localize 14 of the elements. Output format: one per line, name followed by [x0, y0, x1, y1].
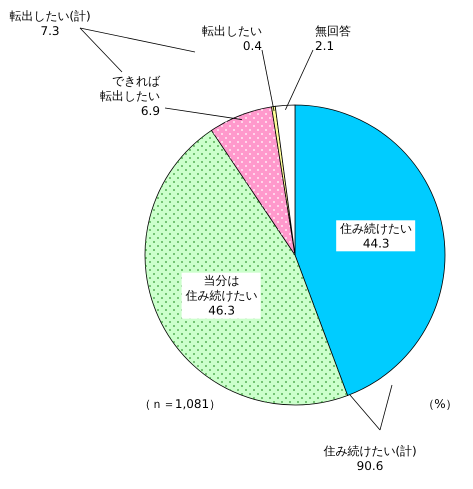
text: （ｎ＝1,081） [138, 397, 222, 411]
data-label: 6.9 [140, 104, 160, 118]
slice-label: 住み続けたい [339, 221, 412, 236]
data-label: 2.1 [315, 39, 334, 53]
slice-label: 無回答 [315, 24, 351, 38]
text: 住み続けたい(計) 90.6 [322, 444, 417, 473]
text: 転出したい(計) 7.3 [9, 9, 91, 38]
data-label: 0.4 [242, 39, 262, 53]
slice-label: 転出したい [202, 24, 262, 38]
data-label: 46.3 [208, 304, 235, 318]
data-label: 44.3 [362, 236, 390, 250]
text: （%） [422, 397, 458, 411]
slice-label: できれば転出したい [100, 74, 161, 103]
slice-label: 当分は住み続けたい [184, 274, 258, 303]
